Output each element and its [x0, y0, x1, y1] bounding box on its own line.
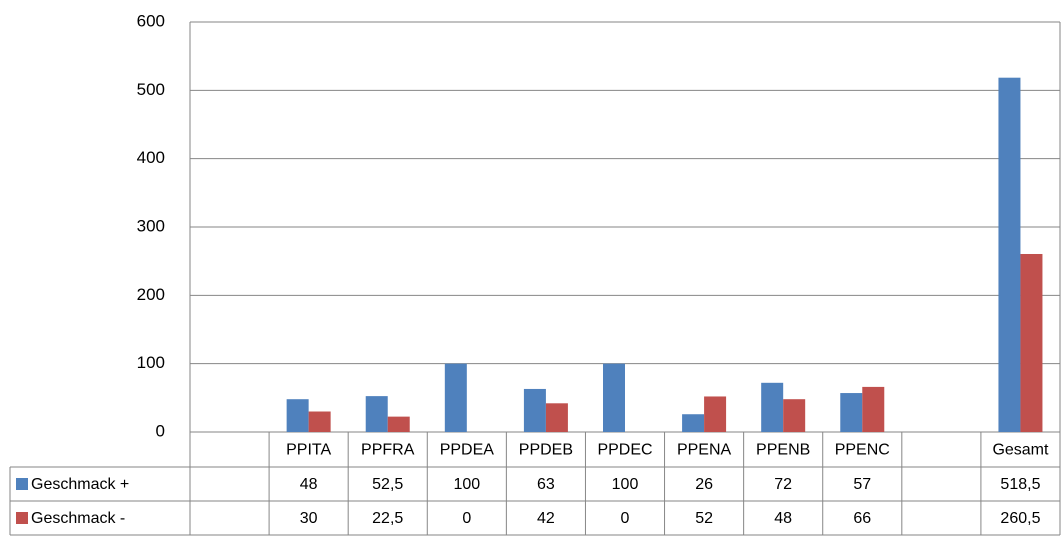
table-value: 22,5 [372, 510, 403, 527]
table-value: 30 [300, 510, 318, 527]
table-value: 52 [695, 510, 713, 527]
bar [286, 399, 309, 432]
x-tick-label: PPENA [677, 442, 732, 459]
y-tick-label: 100 [137, 353, 165, 372]
table-value: 0 [621, 510, 630, 527]
x-tick-label: PPDEC [597, 442, 652, 459]
x-tick-label: PPDEB [519, 442, 573, 459]
bar [308, 411, 331, 432]
y-tick-label: 400 [137, 148, 165, 167]
bar [862, 386, 885, 432]
y-tick-label: 600 [137, 11, 165, 30]
table-value: 72 [774, 476, 792, 493]
x-tick-label: Gesamt [992, 442, 1049, 459]
bar [682, 414, 705, 432]
table-value: 52,5 [372, 476, 403, 493]
table-value: 57 [853, 476, 871, 493]
table-value: 260,5 [1000, 510, 1040, 527]
legend-label: Geschmack + [31, 476, 129, 493]
table-value: 100 [612, 476, 639, 493]
table-value: 0 [462, 510, 471, 527]
bar [998, 77, 1021, 433]
legend-label: Geschmack - [31, 510, 125, 527]
y-tick-label: 300 [137, 216, 165, 235]
table-value: 48 [774, 510, 792, 527]
bar [523, 388, 546, 432]
table-value: 66 [853, 510, 871, 527]
bar [444, 363, 467, 432]
x-tick-label: PPENC [835, 442, 890, 459]
bar [545, 403, 568, 432]
bar [704, 396, 727, 432]
y-tick-label: 200 [137, 285, 165, 304]
bar [603, 363, 625, 432]
bar [1020, 253, 1043, 432]
x-tick-label: PPDEA [440, 442, 495, 459]
table-value: 26 [695, 476, 713, 493]
bar [761, 382, 784, 432]
table-value: 42 [537, 510, 555, 527]
bar [365, 396, 388, 432]
x-tick-label: PPENB [756, 442, 810, 459]
bar [387, 416, 410, 432]
bar [783, 399, 806, 432]
y-tick-label: 500 [137, 80, 165, 99]
table-value: 63 [537, 476, 555, 493]
x-tick-label: PPITA [286, 442, 331, 459]
bar [840, 393, 863, 432]
legend-swatch [16, 512, 28, 524]
table-value: 100 [453, 476, 480, 493]
table-value: 518,5 [1000, 476, 1040, 493]
y-tick-label: 0 [156, 421, 165, 440]
legend-swatch [16, 478, 28, 490]
table-value: 48 [300, 476, 318, 493]
x-tick-label: PPFRA [361, 442, 415, 459]
